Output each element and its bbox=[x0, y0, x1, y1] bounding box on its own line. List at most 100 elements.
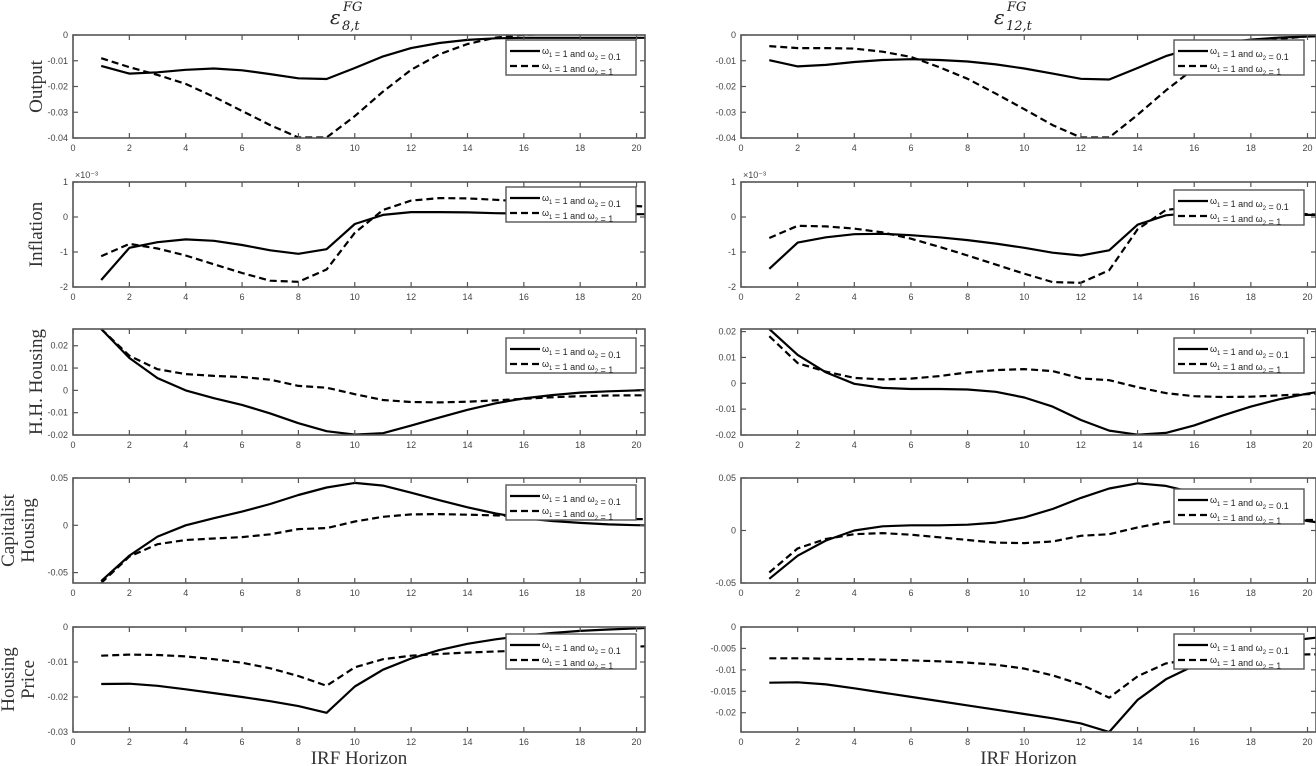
x-tick-label: 4 bbox=[183, 292, 188, 302]
legend-entry-label: ω1 = 1 and ω2 = 0.1 bbox=[542, 46, 621, 62]
x-tick-label: 12 bbox=[406, 588, 416, 598]
axes-box bbox=[72, 477, 646, 584]
x-tick-label: 12 bbox=[406, 440, 416, 450]
y-axis-label: Output bbox=[26, 59, 47, 113]
column-title-right: ε FG 12,t bbox=[994, 0, 1033, 34]
x-tick-label: 20 bbox=[632, 143, 642, 153]
x-tick-label: 6 bbox=[240, 440, 245, 450]
series-dashed-line bbox=[100, 35, 645, 138]
x-tick-label: 16 bbox=[1189, 143, 1199, 153]
y-tick-label: -0.01 bbox=[715, 665, 736, 675]
x-tick-label: 6 bbox=[908, 292, 913, 302]
series-solid-line bbox=[100, 481, 645, 582]
x-tick-label: 12 bbox=[1076, 143, 1086, 153]
y-tick-label: 0 bbox=[731, 30, 736, 40]
x-tick-label: 8 bbox=[296, 292, 301, 302]
y-tick-label: -0.02 bbox=[47, 430, 68, 440]
legend-entry-label: ω1 = 1 and ω2 = 0.1 bbox=[1210, 46, 1289, 62]
legend: ω1 = 1 and ω2 = 0.1ω1 = 1 and ω2 = 1 bbox=[1173, 488, 1305, 526]
y-tick-label: -0.03 bbox=[47, 107, 68, 117]
axis-exponent-label: ×10⁻³ bbox=[743, 170, 766, 180]
x-tick-label: 20 bbox=[1302, 440, 1312, 450]
x-tick-label: 14 bbox=[462, 440, 472, 450]
y-tick-label: -0.05 bbox=[715, 578, 736, 588]
x-tick-label: 14 bbox=[1133, 292, 1143, 302]
legend-entry-label: ω1 = 1 and ω2 = 0.1 bbox=[542, 193, 621, 209]
y-tick-label: -0.01 bbox=[47, 657, 68, 667]
x-tick-label: 6 bbox=[240, 143, 245, 153]
y-tick-label: 0 bbox=[63, 622, 68, 632]
legend-entry-label: ω1 = 1 and ω2 = 1 bbox=[542, 655, 613, 671]
x-tick-label: 12 bbox=[406, 143, 416, 153]
x-tick-label: 18 bbox=[575, 292, 585, 302]
y-tick-label: -2 bbox=[728, 282, 736, 292]
legend-entry-label: ω1 = 1 and ω2 = 0.1 bbox=[1210, 640, 1289, 656]
legend: ω1 = 1 and ω2 = 0.1ω1 = 1 and ω2 = 1 bbox=[505, 337, 637, 375]
panel-output-col0: 0 2 4 6 8 10 12 14 16 18 20 0 -0.01 -0.02 -0.03 -0.04 Ou… bbox=[26, 30, 646, 153]
x-tick-label: 4 bbox=[183, 588, 188, 598]
legend-entry-label: ω1 = 1 and ω2 = 1 bbox=[542, 506, 613, 522]
x-tick-label: 8 bbox=[296, 737, 301, 747]
axes-box bbox=[72, 328, 646, 436]
panel-housing-price-col0: 0 2 4 6 8 10 12 14 16 18 20 0 -0.01 -0.02 -0.03 Housing… bbox=[0, 622, 646, 766]
series-solid-line bbox=[100, 36, 645, 81]
svg-text:ε: ε bbox=[330, 5, 341, 29]
legend: ω1 = 1 and ω2 = 0.1ω1 = 1 and ω2 = 1 bbox=[505, 186, 637, 224]
x-tick-label: 20 bbox=[1302, 292, 1312, 302]
x-tick-label: 8 bbox=[965, 588, 970, 598]
x-tick-label: 20 bbox=[632, 440, 642, 450]
axes-box bbox=[740, 181, 1316, 288]
x-tick-label: 4 bbox=[852, 440, 857, 450]
x-tick-label: 10 bbox=[350, 737, 360, 747]
y-tick-label: 0 bbox=[63, 30, 68, 40]
x-tick-label: 4 bbox=[852, 737, 857, 747]
x-tick-label: 2 bbox=[127, 440, 132, 450]
y-tick-label: -0.02 bbox=[715, 708, 736, 718]
panel-chart-col1: 0 2 4 6 8 10 12 14 16 18 20 0 -0.01 -0.02 -0.03 -0.04 ω1… bbox=[715, 30, 1316, 153]
legend-entry-label: ω1 = 1 and ω2 = 0.1 bbox=[542, 640, 621, 656]
x-tick-label: 10 bbox=[350, 440, 360, 450]
y-tick-label: -2 bbox=[60, 282, 68, 292]
x-tick-label: 10 bbox=[1019, 292, 1029, 302]
legend-entry-label: ω1 = 1 and ω2 = 1 bbox=[542, 61, 613, 77]
svg-text:H.H. Housing: H.H. Housing bbox=[26, 328, 47, 435]
svg-text:FG: FG bbox=[1006, 0, 1026, 15]
y-axis-label: Capitalist Housing bbox=[0, 493, 39, 567]
x-tick-label: 16 bbox=[1189, 737, 1199, 747]
x-tick-label: 0 bbox=[70, 588, 75, 598]
x-tick-label: 10 bbox=[1019, 737, 1029, 747]
x-tick-label: 2 bbox=[127, 143, 132, 153]
panel-chart-col1: 0 2 4 6 8 10 12 14 16 18 20 0.02 0.01 0 -0.01 -0.02 ω1 =… bbox=[715, 327, 1316, 450]
x-tick-label: 8 bbox=[965, 737, 970, 747]
x-tick-label: 14 bbox=[462, 143, 472, 153]
legend: ω1 = 1 and ω2 = 0.1ω1 = 1 and ω2 = 1 bbox=[1173, 633, 1305, 671]
x-axis-label: IRF Horizon bbox=[311, 748, 408, 766]
x-tick-label: 6 bbox=[908, 588, 913, 598]
legend-entry-label: ω1 = 1 and ω2 = 0.1 bbox=[1210, 344, 1289, 360]
x-tick-label: 2 bbox=[127, 292, 132, 302]
legend-entry-label: ω1 = 1 and ω2 = 1 bbox=[1210, 655, 1281, 671]
x-tick-label: 16 bbox=[1189, 292, 1199, 302]
x-tick-label: 18 bbox=[575, 588, 585, 598]
x-tick-label: 10 bbox=[350, 143, 360, 153]
y-tick-label: -0.02 bbox=[715, 430, 736, 440]
x-tick-label: 8 bbox=[296, 588, 301, 598]
y-tick-label: 0 bbox=[63, 212, 68, 222]
y-tick-label: 1 bbox=[63, 177, 68, 187]
x-tick-label: 16 bbox=[519, 440, 529, 450]
svg-text:Output: Output bbox=[26, 59, 47, 113]
legend: ω1 = 1 and ω2 = 0.1ω1 = 1 and ω2 = 1 bbox=[505, 633, 637, 671]
y-tick-label: -0.01 bbox=[715, 404, 736, 414]
x-tick-label: 6 bbox=[908, 737, 913, 747]
y-axis-label: Housing Price bbox=[0, 647, 39, 712]
x-tick-label: 0 bbox=[738, 737, 743, 747]
x-tick-label: 4 bbox=[183, 440, 188, 450]
y-tick-label: -0.02 bbox=[715, 82, 736, 92]
axis-exponent-label: ×10⁻³ bbox=[75, 170, 98, 180]
x-tick-label: 6 bbox=[908, 143, 913, 153]
x-tick-label: 10 bbox=[1019, 440, 1029, 450]
x-tick-label: 2 bbox=[127, 737, 132, 747]
legend: ω1 = 1 and ω2 = 0.1ω1 = 1 and ω2 = 1 bbox=[1173, 337, 1305, 375]
